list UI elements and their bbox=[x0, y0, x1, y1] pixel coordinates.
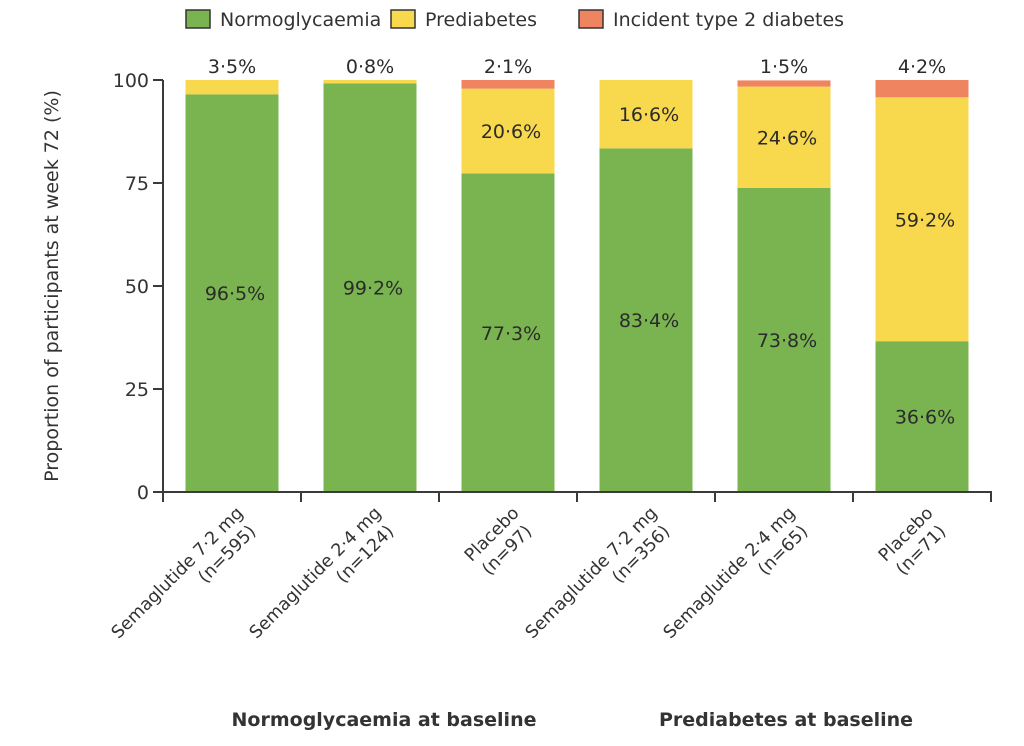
data-label: 4·2% bbox=[898, 56, 946, 78]
data-label: 83·4% bbox=[619, 310, 679, 332]
bar-segment-normoglycaemia bbox=[599, 148, 693, 492]
category-label: Semaglutide 2·4 mg(n=65) bbox=[660, 503, 812, 643]
category-label-name: Semaglutide 7·2 mg bbox=[108, 503, 248, 643]
category-label-name: Semaglutide 2·4 mg bbox=[246, 503, 386, 643]
category-label: Semaglutide 2·4 mg(n=124) bbox=[246, 503, 398, 643]
category-label: Semaglutide 7·2 mg(n=595) bbox=[108, 503, 260, 643]
data-label: 77·3% bbox=[481, 323, 541, 345]
legend-swatch bbox=[185, 9, 211, 29]
bar-segment-incident-type-2-diabetes bbox=[737, 80, 831, 87]
data-label: 96·5% bbox=[205, 283, 265, 305]
data-labels-layer: 96·5% 3·5% 99·2% 0·8% 77·3% 20·6% 2·1% 83·4% 16·… bbox=[205, 56, 955, 429]
y-tick-label: 0 bbox=[137, 482, 149, 504]
y-tick-label: 50 bbox=[125, 276, 149, 298]
bar-segment-prediabetes bbox=[461, 88, 555, 174]
bar-segment-incident-type-2-diabetes bbox=[875, 80, 969, 98]
category-label-name: Semaglutide 2·4 mg bbox=[660, 503, 800, 643]
category-label: Semaglutide 7·2 mg(n=356) bbox=[522, 503, 674, 643]
data-label: 24·6% bbox=[757, 127, 817, 149]
legend-label: Normoglycaemia bbox=[220, 9, 381, 31]
bar-segment-prediabetes bbox=[185, 80, 279, 95]
category-label: Placebo(n=71) bbox=[875, 503, 950, 579]
group-labels: Normoglycaemia at baseline Prediabetes at… bbox=[232, 709, 914, 731]
bar-segment-normoglycaemia bbox=[737, 187, 831, 492]
category-labels: Semaglutide 7·2 mg(n=595)Semaglutide 2·4… bbox=[108, 503, 950, 643]
data-label: 73·8% bbox=[757, 330, 817, 352]
data-label: 0·8% bbox=[346, 56, 394, 78]
legend-swatch bbox=[578, 9, 604, 29]
bar-segment-normoglycaemia bbox=[185, 94, 279, 493]
data-label: 36·6% bbox=[895, 407, 955, 429]
bars-layer bbox=[185, 80, 969, 493]
bar-segment-prediabetes bbox=[599, 80, 693, 149]
y-tick-label: 75 bbox=[125, 173, 149, 195]
legend-label: Prediabetes bbox=[425, 9, 537, 31]
data-label: 2·1% bbox=[484, 56, 532, 78]
bar-segment-prediabetes bbox=[875, 97, 969, 342]
bar-segment-normoglycaemia bbox=[461, 173, 555, 493]
bar-segment-prediabetes bbox=[323, 80, 417, 84]
legend: Normoglycaemia Prediabetes Incident type 2… bbox=[185, 9, 844, 31]
legend-swatch bbox=[390, 9, 416, 29]
bar-segment-incident-type-2-diabetes bbox=[461, 80, 555, 89]
legend-label: Incident type 2 diabetes bbox=[613, 9, 844, 31]
legend-item: Incident type 2 diabetes bbox=[578, 9, 844, 31]
data-label: 16·6% bbox=[619, 104, 679, 126]
data-label: 20·6% bbox=[481, 121, 541, 143]
y-tick-label: 100 bbox=[113, 70, 149, 92]
legend-item: Normoglycaemia bbox=[185, 9, 381, 31]
y-tick-label: 25 bbox=[125, 379, 149, 401]
bar-segment-prediabetes bbox=[737, 86, 831, 188]
group-label: Normoglycaemia at baseline bbox=[232, 709, 537, 731]
bar-segment-normoglycaemia bbox=[875, 341, 969, 492]
legend-item: Prediabetes bbox=[390, 9, 537, 31]
data-label: 1·5% bbox=[760, 56, 808, 78]
category-label: Placebo(n=97) bbox=[461, 503, 536, 579]
data-label: 3·5% bbox=[208, 56, 256, 78]
axes-layer: 0 25 50 75 100 bbox=[113, 70, 992, 504]
category-label-name: Semaglutide 7·2 mg bbox=[522, 503, 662, 643]
data-label: 59·2% bbox=[895, 209, 955, 231]
bar-segment-normoglycaemia bbox=[323, 83, 417, 493]
group-label: Prediabetes at baseline bbox=[659, 709, 913, 731]
y-axis-title: Proportion of participants at week 72 (%… bbox=[41, 90, 63, 482]
data-label: 99·2% bbox=[343, 278, 403, 300]
